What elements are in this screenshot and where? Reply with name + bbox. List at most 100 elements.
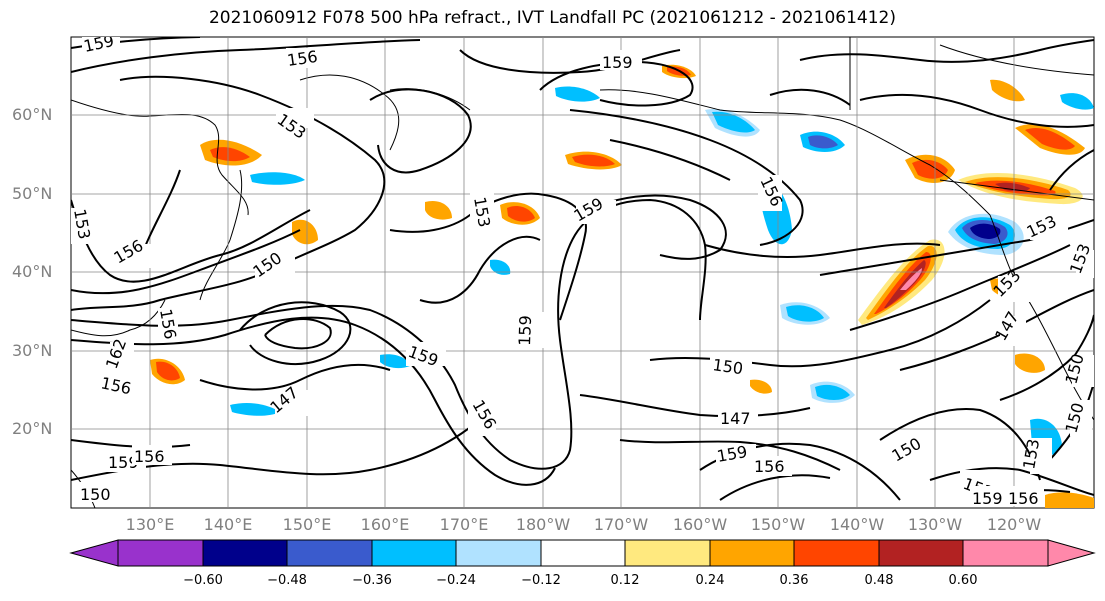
- contour-line: [369, 88, 472, 174]
- colorbar-bin: [793, 539, 880, 567]
- contour-line: [859, 93, 1094, 128]
- lon-label: 150°W: [750, 515, 806, 534]
- contour-line: [264, 317, 332, 350]
- contour-label: 159: [602, 53, 633, 72]
- contour-line: [71, 75, 386, 311]
- lon-label: 180°W: [515, 515, 571, 534]
- lon-label: 150°E: [282, 515, 332, 534]
- contour-line: [419, 235, 541, 304]
- contour-line: [769, 88, 851, 106]
- anomaly-blob: [230, 402, 280, 416]
- gridlines: [71, 37, 1094, 508]
- contour-line: [599, 194, 727, 260]
- contour-label: 159: [108, 453, 139, 472]
- anomaly-blob: [500, 202, 540, 225]
- contour-line: [609, 139, 731, 181]
- contour-label: 147: [720, 409, 751, 428]
- contour-line: [459, 49, 681, 74]
- contour-labels: 159 156 153 159 156 153 159 156 153 150 …: [70, 31, 1094, 508]
- colorbar-bin: [962, 539, 1049, 567]
- contour-label: 156: [286, 47, 319, 70]
- anomaly-blob: [1015, 124, 1085, 155]
- contour-line: [569, 109, 804, 246]
- contour-label: 159: [82, 31, 116, 56]
- contour-label: 159: [972, 489, 1003, 508]
- lat-label: 60°N: [12, 105, 53, 124]
- anomaly-blob: [555, 86, 600, 102]
- anomaly-blob: [780, 302, 830, 325]
- colorbar-over-arrow: [1047, 539, 1096, 567]
- contour-line: [879, 408, 1041, 481]
- contour-line: [239, 301, 352, 366]
- anomaly-blob: [150, 358, 185, 385]
- contour-line: [71, 316, 556, 486]
- lat-label: 20°N: [12, 419, 53, 438]
- colorbar-tick-label: 0.24: [695, 573, 725, 588]
- anomaly-blob: [750, 379, 772, 394]
- colorbar-tick-label: 0.48: [864, 573, 894, 588]
- contour-line: [799, 39, 1094, 63]
- lon-label: 120°W: [986, 515, 1042, 534]
- anomaly-blob: [292, 219, 318, 245]
- contour-line: [619, 439, 841, 471]
- contour-label: 150: [711, 355, 744, 378]
- contour-line: [539, 60, 694, 107]
- map-frame: [70, 36, 1095, 509]
- colorbar: [69, 539, 1096, 567]
- contour-line: [704, 242, 941, 258]
- anomaly-blob: [1060, 93, 1094, 110]
- contour-line: [71, 39, 421, 73]
- anomaly-blob: [250, 172, 305, 185]
- colorbar-bin: [709, 539, 795, 567]
- anomaly-blob: [810, 381, 855, 403]
- colorbar-bin: [117, 539, 204, 567]
- anomaly-blob: [490, 259, 511, 275]
- colorbar-bin: [624, 539, 711, 567]
- map-title: 2021060912 F078 500 hPa refract., IVT La…: [208, 8, 896, 28]
- anomaly-blob: [990, 79, 1025, 102]
- contour-label: 156: [1008, 489, 1039, 508]
- contour-line: [929, 467, 1094, 496]
- colorbar-bin: [286, 539, 373, 567]
- contour-line: [1049, 149, 1094, 191]
- contour-line: [579, 394, 811, 418]
- contour-label: 150: [80, 485, 111, 504]
- colorbar-bin: [371, 539, 457, 567]
- contour-line: [71, 198, 707, 470]
- anomaly-blob: [380, 354, 410, 369]
- colorbar-tick-label: −0.48: [267, 573, 307, 588]
- lon-label: 130°W: [907, 515, 963, 534]
- colorbar-tick-label: 0.36: [779, 573, 809, 588]
- lon-label: 160°W: [672, 515, 728, 534]
- colorbar-tick-label: −0.24: [436, 573, 476, 588]
- lat-label: 40°N: [12, 262, 53, 281]
- contour-line: [199, 363, 391, 391]
- lon-label: 160°E: [360, 515, 410, 534]
- anomaly-blob: [200, 139, 262, 166]
- lon-label: 130°E: [125, 515, 175, 534]
- lon-label: 170°W: [593, 515, 649, 534]
- contour-label: 156: [754, 457, 785, 476]
- colorbar-bin: [878, 539, 964, 567]
- lon-label: 140°E: [203, 515, 253, 534]
- colorbar-bin: [202, 539, 288, 567]
- anomaly-blob: [905, 154, 955, 183]
- lat-label: 50°N: [12, 184, 53, 203]
- colorbar-bin: [540, 539, 626, 567]
- colorbar-tick-label: −0.60: [183, 573, 223, 588]
- anomaly-blob: [565, 151, 622, 170]
- contour-line: [71, 199, 311, 283]
- anomaly-blob: [1045, 492, 1094, 508]
- contour-line: [71, 229, 301, 295]
- colorbar-under-arrow: [69, 539, 119, 567]
- contour-line: [389, 192, 587, 321]
- contour-label: 153: [70, 207, 94, 240]
- colorbar-tick-label: −0.36: [352, 573, 392, 588]
- contour-label: 159: [515, 315, 535, 346]
- anomaly-blob: [425, 200, 452, 220]
- lon-label: 140°W: [829, 515, 885, 534]
- anomaly-blob: [705, 109, 760, 137]
- contour-label: 156: [134, 447, 165, 466]
- colorbar-tick-label: −0.12: [521, 573, 561, 588]
